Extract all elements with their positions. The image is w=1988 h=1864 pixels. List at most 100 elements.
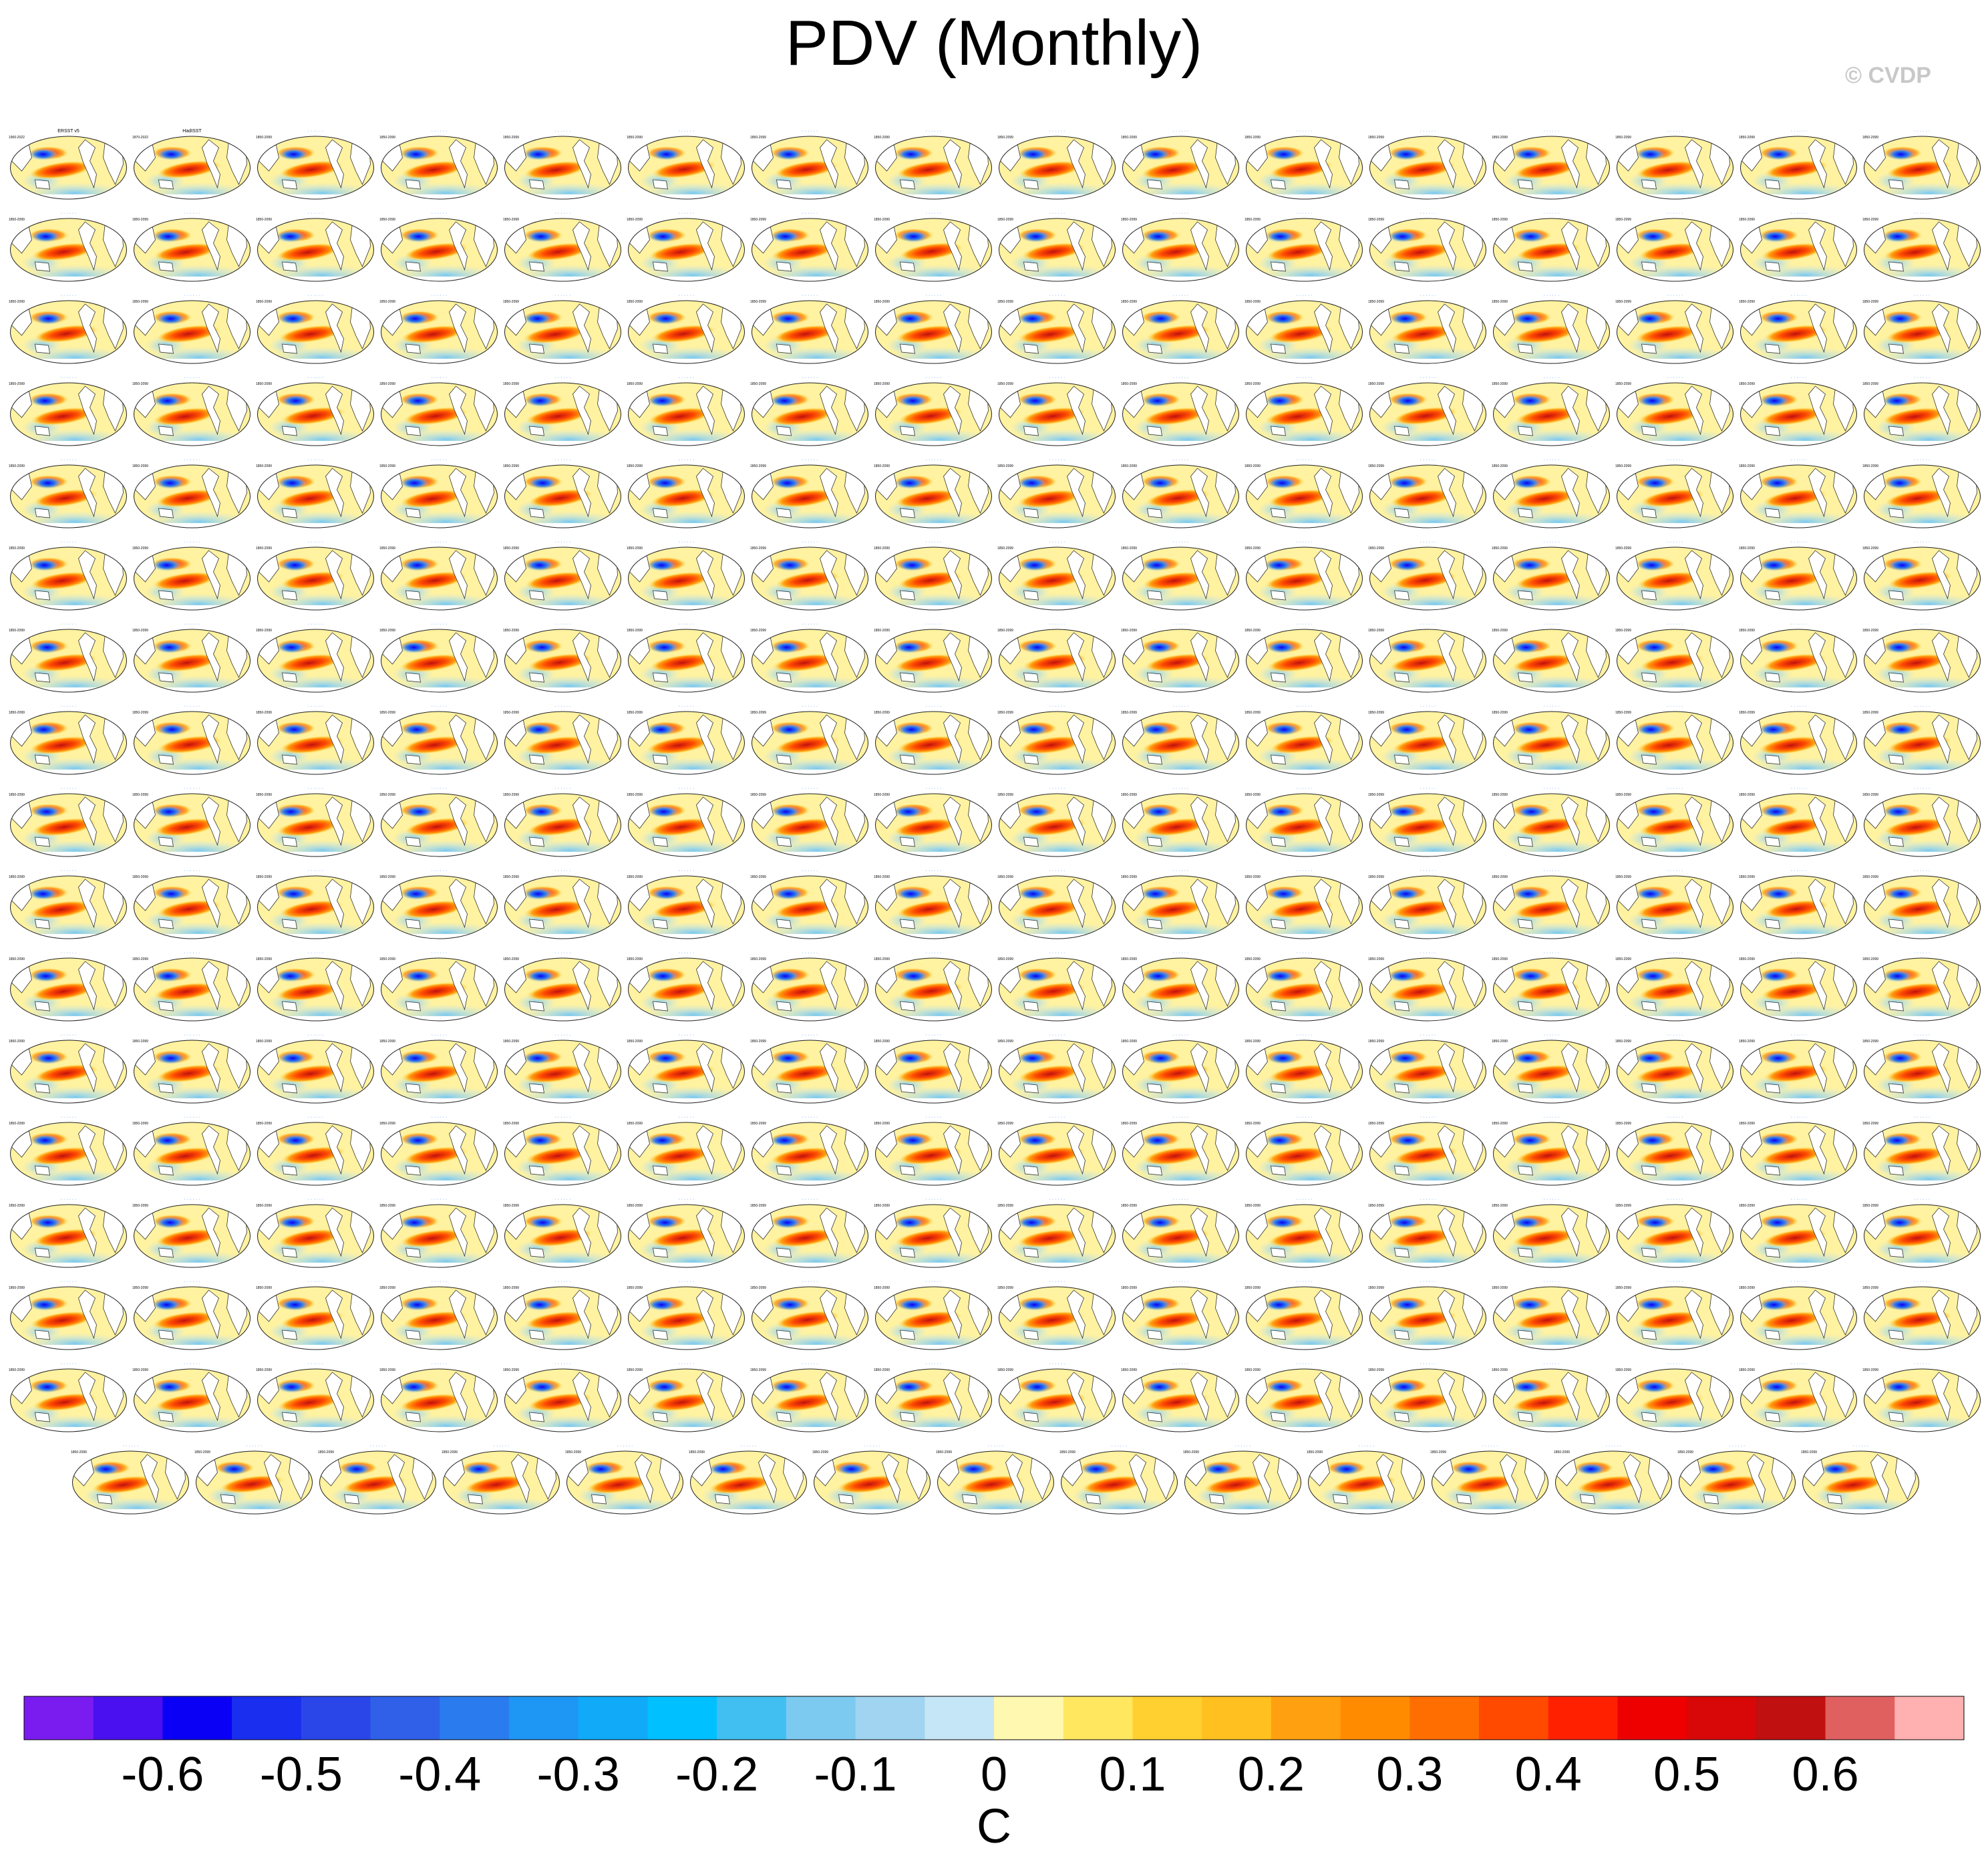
map-panel: · · · · · · 1850-2099 — [627, 869, 745, 939]
panel-title: · · · · · · — [679, 293, 695, 298]
map-panel: · · · · · · 1850-2099 — [503, 951, 621, 1022]
colorbar-swatch — [786, 1696, 856, 1740]
map-panel: · · · · · · 1850-2099 — [1430, 1444, 1548, 1515]
map-panel: · · · · · · 1850-2099 — [1739, 1279, 1857, 1350]
map-panel: · · · · · · 1850-2099 — [936, 1444, 1054, 1515]
panel-period: 1850-2099 — [9, 1040, 25, 1044]
map-panel: · · · · · · 1850-2099 — [1368, 129, 1486, 200]
map-panel: · · · · · · 1850-2099 — [1615, 458, 1733, 528]
map-panel: · · · · · · 1850-2099 — [132, 375, 251, 446]
map-panel: · · · · · · 1850-2099 — [1121, 786, 1239, 857]
panel-grid: ERSST v5 1900-2022 HadISST 1870-2022 · · · ·… — [9, 129, 1981, 1515]
map-panel: · · · · · · 1850-2099 — [1739, 786, 1857, 857]
map-panel: · · · · · · 1850-2099 — [997, 211, 1116, 282]
panel-period: 1850-2099 — [1059, 1450, 1075, 1454]
colorbar-tick-label: -0.1 — [814, 1748, 897, 1801]
map-panel: · · · · · · 1850-2099 — [1739, 1115, 1857, 1186]
panel-title: · · · · · · — [1667, 540, 1683, 545]
panel-title: · · · · · · — [1420, 869, 1436, 873]
panel-title: · · · · · · — [308, 1197, 324, 1202]
panel-title: · · · · · · — [926, 458, 942, 462]
panel-title: · · · · · · — [1173, 1115, 1189, 1120]
panel-title: HadISST — [182, 129, 202, 134]
map-panel: · · · · · · 1850-2099 — [750, 211, 868, 282]
panel-period: 1850-2099 — [503, 711, 519, 715]
panel-period: 1850-2099 — [1739, 1204, 1755, 1208]
panel-period: 1850-2099 — [1121, 711, 1137, 715]
panel-title: · · · · · · — [1667, 1115, 1683, 1120]
map-panel: · · · · · · 1850-2099 — [503, 1279, 621, 1350]
panel-title: · · · · · · — [1420, 1115, 1436, 1120]
panel-title: · · · · · · — [802, 622, 818, 627]
map-panel: · · · · · · 1850-2099 — [874, 211, 992, 282]
panel-title: · · · · · · — [679, 786, 695, 791]
map-panel: · · · · · · 1850-2099 — [1492, 1115, 1610, 1186]
map-panel: · · · · · · 1850-2099 — [1121, 1115, 1239, 1186]
map-panel: · · · · · · 1850-2099 — [1862, 1362, 1981, 1432]
panel-period: 1850-2099 — [1430, 1450, 1446, 1454]
map-panel: · · · · · · 1850-2099 — [750, 293, 868, 364]
panel-period: 1850-2099 — [1739, 1122, 1755, 1126]
colorbar-tick-label: 0.1 — [1099, 1748, 1166, 1801]
panel-title: · · · · · · — [555, 1362, 571, 1366]
colorbar-swatch — [1340, 1696, 1410, 1740]
panel-title: · · · · · · — [988, 1444, 1004, 1448]
panel-title: · · · · · · — [1853, 1444, 1869, 1448]
panel-period: 1850-2099 — [1615, 629, 1631, 633]
panel-title: · · · · · · — [61, 1115, 77, 1120]
panel-title: · · · · · · — [555, 211, 571, 216]
panel-period: 1850-2099 — [9, 711, 25, 715]
panel-title: · · · · · · — [1915, 1115, 1931, 1120]
colorbar: -0.6 -0.5 -0.4 -0.3 -0.2 -0.1 0 0.1 0.2 0.3 0.4 0.5… — [23, 1696, 1965, 1853]
panel-period: 1850-2099 — [1739, 1368, 1755, 1372]
panel-period: 1850-2099 — [379, 218, 395, 222]
map-panel: · · · · · · 1850-2099 — [9, 458, 127, 528]
map-panel: · · · · · · 1850-2099 — [379, 293, 498, 364]
map-panel: · · · · · · 1850-2099 — [750, 622, 868, 693]
panel-period: 1850-2099 — [379, 1286, 395, 1290]
panel-title: · · · · · · — [184, 375, 200, 380]
panel-title: · · · · · · — [1667, 211, 1683, 216]
panel-title: · · · · · · — [1915, 293, 1931, 298]
panel-title: · · · · · · — [184, 1033, 200, 1038]
panel-period: 1850-2099 — [1492, 793, 1508, 797]
panel-period: 1850-2099 — [1245, 629, 1261, 633]
map-panel: · · · · · · 1850-2099 — [1492, 951, 1610, 1022]
panel-period: 1850-2099 — [1492, 711, 1508, 715]
panel-title: · · · · · · — [1667, 458, 1683, 462]
panel-period: 1850-2099 — [812, 1450, 828, 1454]
map-panel: · · · · · · 1850-2099 — [379, 622, 498, 693]
map-panel: · · · · · · 1850-2099 — [503, 540, 621, 611]
map-panel: · · · · · · 1850-2099 — [750, 1362, 868, 1432]
panel-title: · · · · · · — [1544, 293, 1560, 298]
map-panel: · · · · · · 1850-2099 — [9, 1115, 127, 1186]
map-panel: · · · · · · 1850-2099 — [1121, 375, 1239, 446]
panel-title: · · · · · · — [308, 869, 324, 873]
panel-title: · · · · · · — [1791, 293, 1807, 298]
panel-period: 1850-2099 — [997, 793, 1013, 797]
map-panel: · · · · · · 1850-2099 — [1492, 1197, 1610, 1268]
colorbar-swatch — [24, 1696, 94, 1740]
map-panel: · · · · · · 1850-2099 — [874, 1115, 992, 1186]
map-panel: · · · · · · 1850-2099 — [997, 1197, 1116, 1268]
panel-period: 1850-2099 — [1801, 1450, 1817, 1454]
panel-title: · · · · · · — [555, 704, 571, 709]
map-panel: · · · · · · 1850-2099 — [1121, 211, 1239, 282]
panel-period: 1850-2099 — [627, 1040, 643, 1044]
panel-title: · · · · · · — [1791, 1362, 1807, 1366]
map-panel: · · · · · · 1850-2099 — [1245, 1362, 1363, 1432]
map-panel: · · · · · · 1850-2099 — [1368, 951, 1486, 1022]
panel-period: 1850-2099 — [256, 464, 272, 468]
panel-title: · · · · · · — [1791, 1279, 1807, 1284]
map-panel: · · · · · · 1850-2099 — [1121, 1197, 1239, 1268]
map-panel: · · · · · · 1850-2099 — [1245, 704, 1363, 775]
panel-period: 1850-2099 — [503, 382, 519, 386]
panel-period: 1850-2099 — [1615, 464, 1631, 468]
map-panel: · · · · · · 1850-2099 — [997, 704, 1116, 775]
panel-period: 1850-2099 — [1862, 1368, 1878, 1372]
panel-title: · · · · · · — [1420, 704, 1436, 709]
map-panel: · · · · · · 1850-2099 — [1862, 293, 1981, 364]
map-panel: · · · · · · 1850-2099 — [503, 211, 621, 282]
panel-title: · · · · · · — [1173, 1033, 1189, 1038]
map-panel: · · · · · · 1850-2099 — [1245, 458, 1363, 528]
